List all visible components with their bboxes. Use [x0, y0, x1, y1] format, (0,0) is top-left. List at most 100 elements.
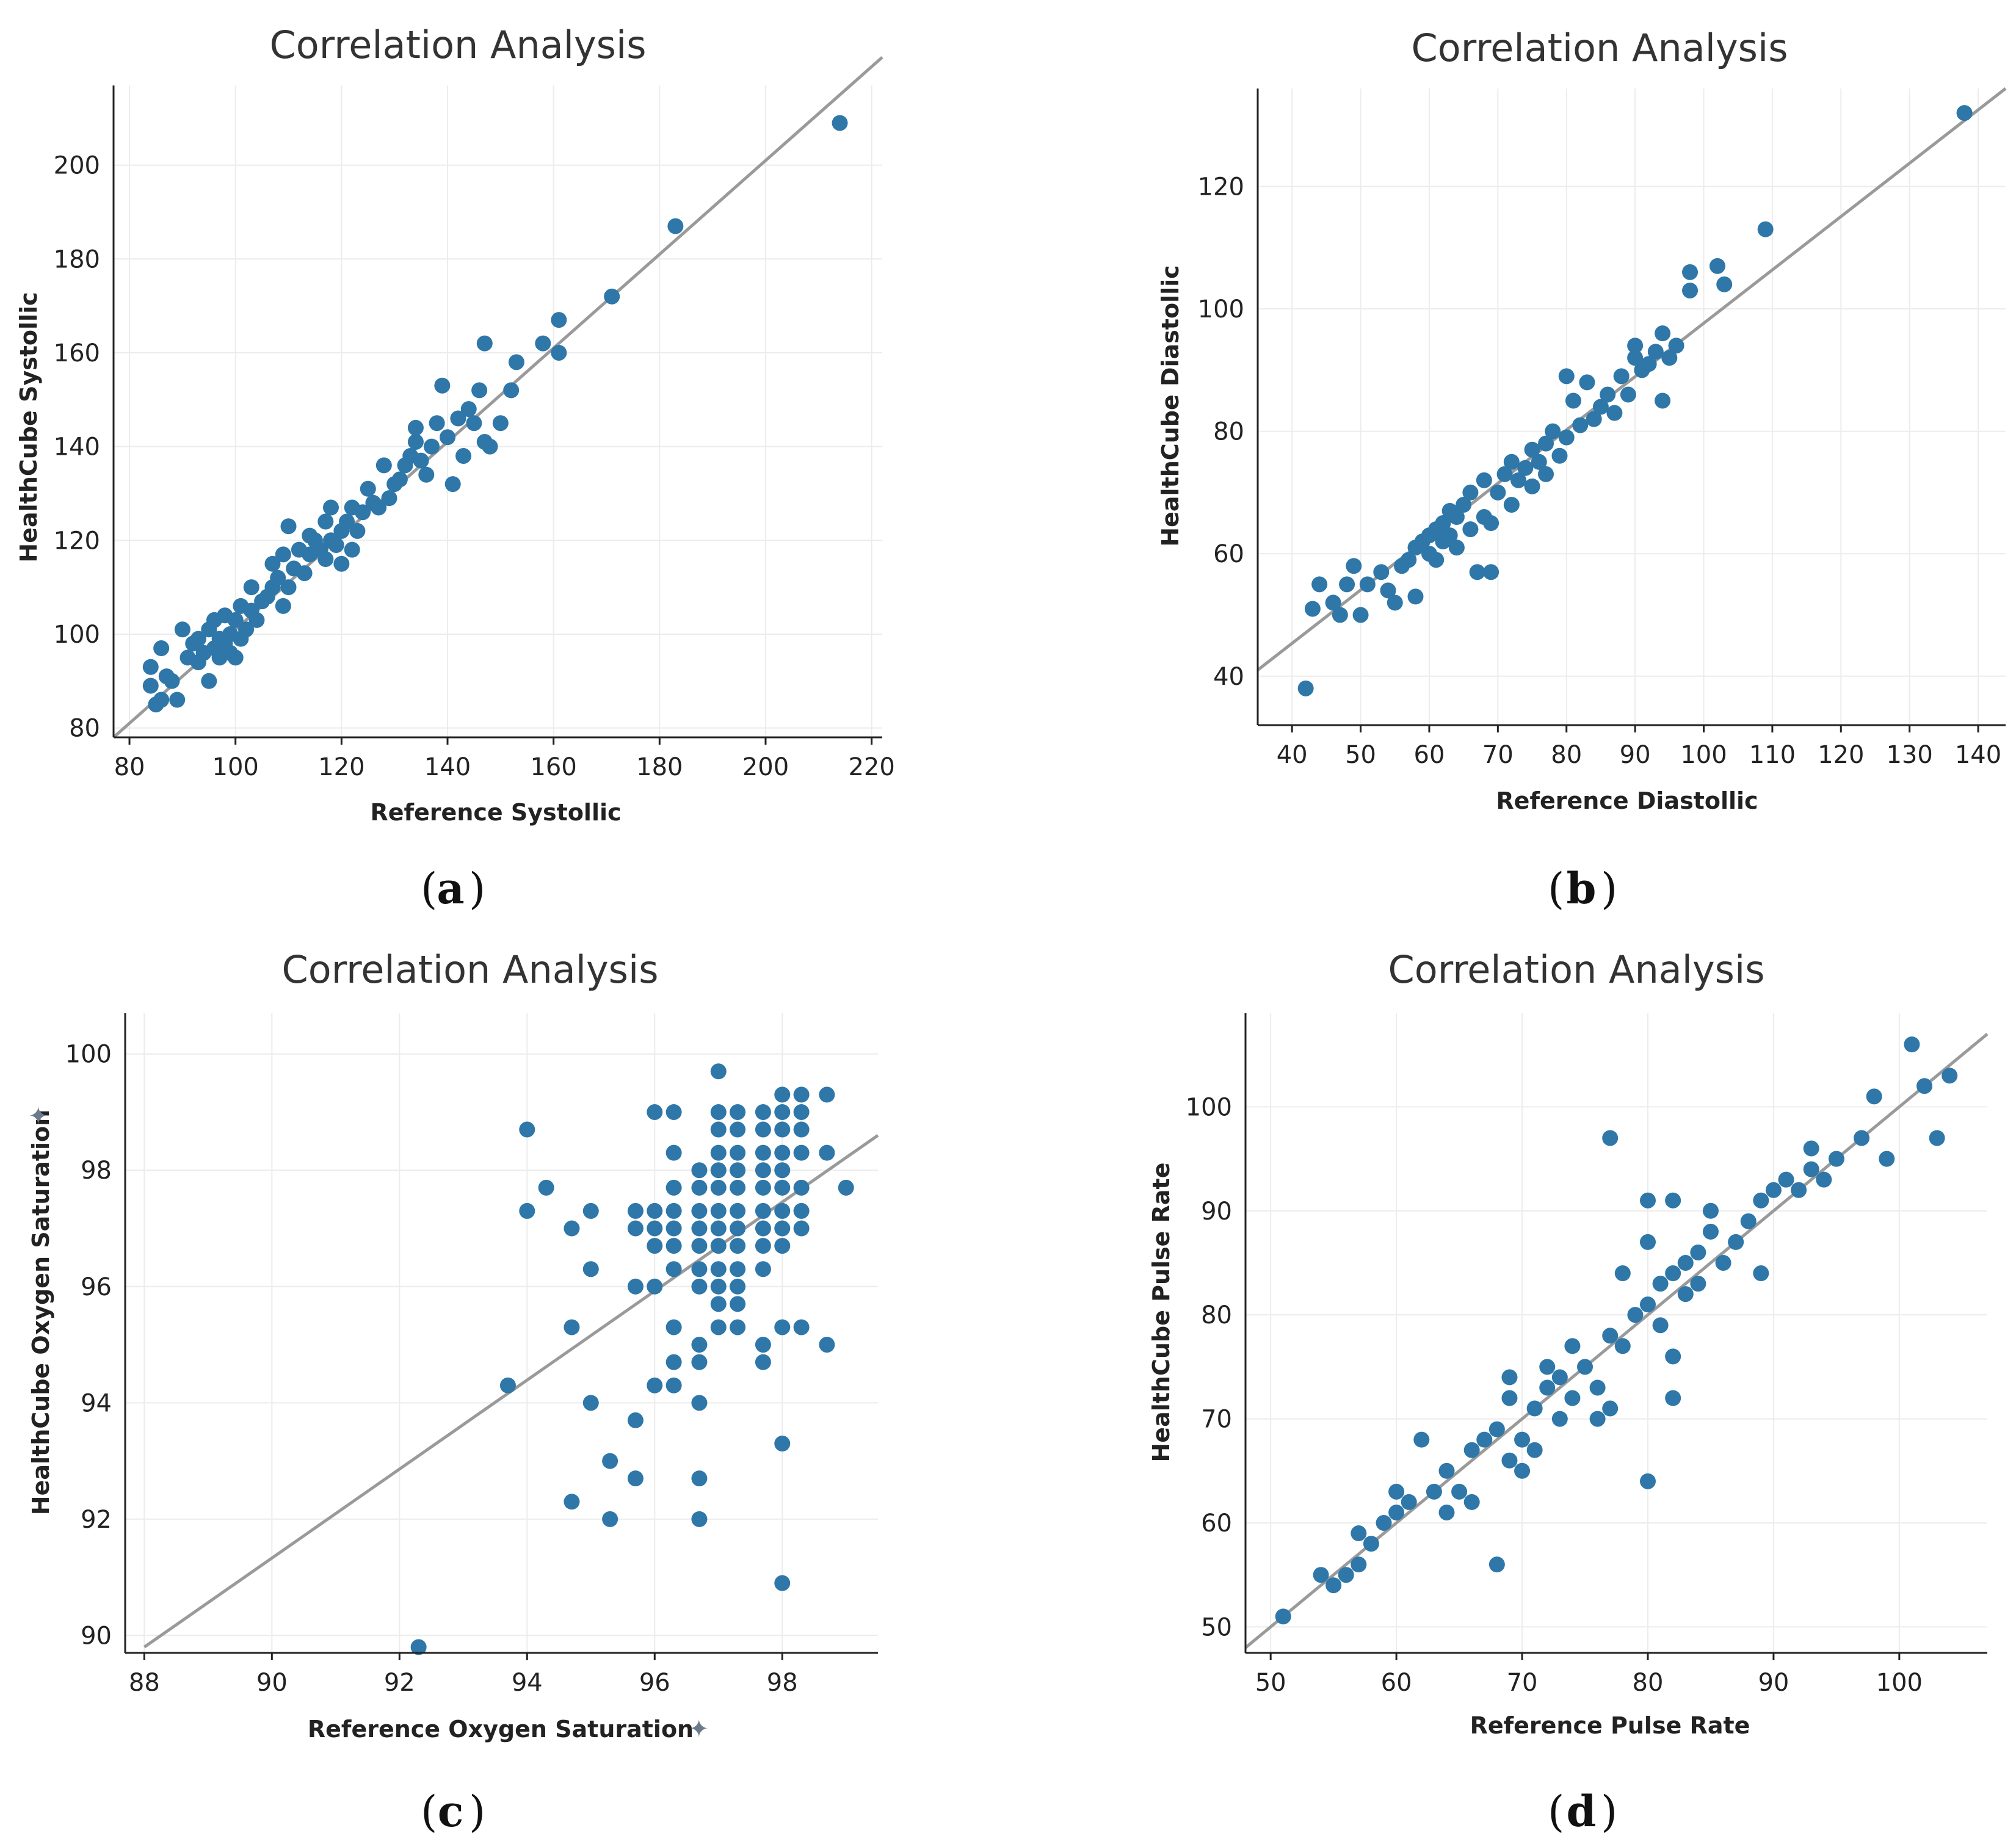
data-point	[1879, 1151, 1895, 1167]
y-tick-label: 50	[1201, 1613, 1232, 1641]
caption-open: (	[421, 864, 437, 914]
x-tick-label: 180	[636, 753, 683, 781]
data-point	[1551, 447, 1568, 464]
data-point	[1490, 484, 1506, 501]
data-point	[774, 1238, 791, 1254]
data-point	[647, 1104, 663, 1120]
data-point	[1602, 1328, 1619, 1344]
data-point	[755, 1202, 771, 1219]
data-point	[1665, 1348, 1681, 1365]
data-point	[793, 1104, 810, 1120]
data-point	[1376, 1514, 1392, 1531]
data-point	[1311, 576, 1328, 593]
data-point	[691, 1470, 708, 1487]
data-point	[1916, 1078, 1933, 1094]
data-point	[1325, 1577, 1342, 1594]
data-point	[1441, 527, 1458, 544]
x-tick-label: 70	[1507, 1669, 1538, 1697]
data-point	[190, 631, 206, 647]
x-tick-label: 92	[384, 1669, 415, 1697]
data-point	[413, 452, 429, 469]
data-point	[1564, 1338, 1581, 1354]
data-point	[1531, 454, 1547, 470]
data-point	[665, 1261, 682, 1278]
data-point	[1641, 356, 1657, 372]
data-point	[793, 1220, 810, 1237]
data-point	[1586, 411, 1602, 427]
data-point	[1565, 392, 1581, 409]
data-point	[582, 1202, 599, 1219]
data-point	[227, 649, 244, 666]
data-point	[407, 433, 424, 450]
y-tick-label: 70	[1201, 1406, 1232, 1434]
data-point	[793, 1086, 810, 1103]
data-point	[551, 312, 567, 328]
gridlines	[125, 1013, 878, 1653]
data-point	[1483, 564, 1499, 580]
data-point	[1524, 441, 1540, 458]
data-point	[375, 457, 392, 474]
data-point	[1313, 1567, 1329, 1583]
data-point	[339, 513, 355, 530]
data-point	[1338, 1567, 1354, 1583]
data-point	[1579, 374, 1595, 391]
data-point	[440, 429, 456, 446]
data-point	[429, 415, 445, 432]
data-point	[755, 1121, 771, 1138]
tick-labels: 40 50 60 70 80 90 100 110 120 130 140 40 60 80 100 120	[1198, 173, 2002, 769]
data-point	[710, 1144, 727, 1161]
panel-b-diastolic: Correlation Analysis 40 50 60 70 80 90 100 110 1…	[1157, 26, 2007, 914]
data-point	[1275, 1608, 1291, 1625]
y-tick-label: 100	[1186, 1093, 1232, 1121]
y-tick-label: 80	[69, 715, 100, 743]
data-point	[1639, 1296, 1656, 1313]
x-tick-label: 70	[1482, 741, 1514, 769]
data-point	[381, 490, 397, 507]
caption-close: )	[1601, 1787, 1617, 1837]
data-point	[1614, 1265, 1631, 1282]
data-point	[1469, 564, 1485, 580]
data-point	[519, 1121, 535, 1138]
data-point	[201, 673, 217, 689]
data-point	[280, 518, 297, 535]
data-point	[602, 1453, 618, 1469]
data-point	[444, 476, 461, 493]
data-points	[1275, 1036, 1958, 1625]
x-axis-label: Reference Systollic	[370, 799, 621, 826]
data-point	[1462, 484, 1479, 501]
data-point	[710, 1261, 727, 1278]
x-tick-label: 100	[212, 753, 259, 781]
data-point	[1517, 460, 1534, 476]
data-point	[1690, 1276, 1706, 1292]
data-point	[710, 1179, 727, 1196]
data-point	[710, 1063, 727, 1080]
data-point	[1558, 429, 1575, 446]
data-point	[1791, 1182, 1807, 1198]
pin-icon: ✦	[689, 1715, 709, 1743]
data-point	[1451, 1483, 1468, 1500]
data-point	[1652, 1276, 1669, 1292]
data-point	[328, 537, 344, 553]
data-point	[1803, 1140, 1819, 1157]
data-point	[1545, 423, 1561, 439]
x-tick-label: 100	[1680, 741, 1727, 769]
data-point	[1448, 540, 1465, 556]
data-point	[349, 522, 366, 539]
data-point	[793, 1121, 810, 1138]
data-point	[665, 1202, 682, 1219]
data-point	[1627, 350, 1644, 366]
data-point	[774, 1319, 791, 1336]
data-point	[1613, 368, 1630, 385]
data-point	[755, 1104, 771, 1120]
data-point	[1665, 1192, 1681, 1209]
data-point	[647, 1220, 663, 1237]
data-point	[1602, 1400, 1619, 1417]
data-point	[665, 1220, 682, 1237]
data-point	[691, 1162, 708, 1179]
data-point	[710, 1296, 727, 1312]
data-point	[1407, 588, 1424, 605]
data-point	[691, 1220, 708, 1237]
data-point	[1339, 576, 1355, 593]
caption-open: (	[1548, 1787, 1564, 1837]
data-point	[793, 1144, 810, 1161]
